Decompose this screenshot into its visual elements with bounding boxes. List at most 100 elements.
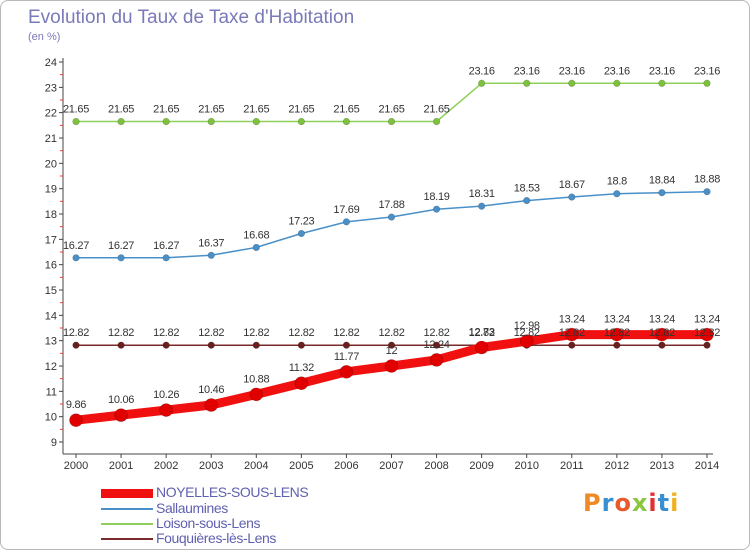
data-point xyxy=(432,117,441,126)
data-label: 18.19 xyxy=(424,191,450,203)
data-label: 21.65 xyxy=(424,104,450,116)
data-label: 18.31 xyxy=(469,188,495,200)
data-label: 16.68 xyxy=(243,229,269,241)
y-tick-label: 13 xyxy=(45,336,57,348)
x-tick-label: 2001 xyxy=(109,460,133,472)
data-point xyxy=(72,341,80,349)
legend-label-fouquieres: Fouquières-lès-Lens xyxy=(156,530,277,546)
data-label: 23.16 xyxy=(694,65,720,77)
x-tick-label: 2000 xyxy=(64,460,88,472)
y-tick-label: 23 xyxy=(45,82,57,94)
data-label: 10.06 xyxy=(108,394,134,406)
data-point xyxy=(474,340,489,355)
legend-item-loison: Loison-sous-Lens xyxy=(101,515,401,532)
data-point xyxy=(342,218,351,226)
data-point xyxy=(207,341,215,349)
data-label: 12.82 xyxy=(559,327,585,339)
logo-letter: t xyxy=(657,489,671,517)
data-label: 12.82 xyxy=(424,327,450,339)
proxiti-logo: Proxiti xyxy=(583,489,679,517)
data-point xyxy=(519,334,534,348)
data-label: 16.27 xyxy=(63,240,89,252)
data-point xyxy=(117,341,125,349)
y-tick-label: 21 xyxy=(45,133,57,145)
logo-letter: i xyxy=(670,489,680,517)
legend-swatch-sallaumines xyxy=(101,508,153,510)
data-label: 21.65 xyxy=(153,104,179,116)
y-tick-label: 16 xyxy=(45,260,57,272)
data-point xyxy=(613,341,621,349)
legend-swatch-noyelles xyxy=(101,488,153,498)
x-tick-label: 2011 xyxy=(560,460,584,472)
data-label: 12.73 xyxy=(469,327,495,339)
logo-letter: r xyxy=(601,489,615,517)
data-point xyxy=(339,365,354,379)
data-label: 12.82 xyxy=(378,327,404,339)
y-tick-label: 10 xyxy=(45,412,57,424)
data-label: 11.77 xyxy=(334,351,359,363)
x-tick-label: 2013 xyxy=(650,460,674,472)
data-label: 18.53 xyxy=(514,183,540,195)
data-point xyxy=(613,79,621,87)
data-label: 12.82 xyxy=(514,327,540,339)
x-tick-label: 2005 xyxy=(289,460,313,472)
data-point xyxy=(613,190,621,198)
x-tick-label: 2009 xyxy=(469,460,493,472)
data-point xyxy=(432,205,441,213)
data-label: 13.24 xyxy=(694,314,720,326)
y-tick-label: 14 xyxy=(45,310,57,322)
data-label: 18.67 xyxy=(559,179,585,191)
data-label: 16.37 xyxy=(198,237,224,249)
data-label: 13.24 xyxy=(559,314,585,326)
data-point xyxy=(252,117,260,126)
data-label: 12.98 xyxy=(514,320,540,332)
legend-label-sallaumines: Sallaumines xyxy=(156,500,228,516)
data-label: 12.82 xyxy=(694,327,720,339)
data-point xyxy=(523,196,531,205)
data-point xyxy=(159,403,173,417)
data-label: 16.27 xyxy=(108,240,134,252)
data-point xyxy=(568,79,576,87)
data-label: 23.16 xyxy=(469,65,495,77)
logo-letter: P xyxy=(583,489,602,517)
data-label: 23.16 xyxy=(514,65,540,77)
data-point xyxy=(478,202,486,210)
data-point xyxy=(297,229,305,238)
data-label: 10.46 xyxy=(198,384,224,396)
data-point xyxy=(117,117,125,126)
data-label: 23.16 xyxy=(649,65,675,77)
data-point xyxy=(297,117,305,126)
data-point xyxy=(429,353,444,367)
data-point xyxy=(387,213,396,221)
data-point xyxy=(478,79,486,87)
data-label: 21.65 xyxy=(243,104,269,116)
x-tick-label: 2003 xyxy=(199,460,223,472)
data-point xyxy=(207,251,215,259)
data-point xyxy=(700,327,714,342)
y-tick-label: 22 xyxy=(45,108,57,120)
data-label: 17.88 xyxy=(378,199,404,211)
data-label: 11.32 xyxy=(289,362,314,374)
data-point xyxy=(72,117,80,126)
data-label: 23.16 xyxy=(559,65,585,77)
data-point xyxy=(655,327,669,342)
y-tick-label: 12 xyxy=(45,361,57,373)
data-label: 10.88 xyxy=(243,373,269,385)
x-tick-label: 2004 xyxy=(244,460,268,472)
data-label: 12.82 xyxy=(604,327,630,339)
data-point xyxy=(703,188,711,196)
legend-item-sallaumines: Sallaumines xyxy=(101,500,401,517)
y-tick-label: 19 xyxy=(45,184,57,196)
data-label: 10.26 xyxy=(153,389,179,401)
x-tick-label: 2010 xyxy=(514,460,538,472)
data-label: 12.82 xyxy=(469,327,495,339)
x-tick-label: 2007 xyxy=(379,460,403,472)
data-point xyxy=(204,398,219,412)
data-point xyxy=(610,327,624,342)
chart-title: Evolution du Taux de Taxe d'Habitation xyxy=(28,7,355,28)
data-point xyxy=(162,341,170,349)
data-point xyxy=(69,413,83,428)
y-tick-label: 24 xyxy=(45,57,57,69)
